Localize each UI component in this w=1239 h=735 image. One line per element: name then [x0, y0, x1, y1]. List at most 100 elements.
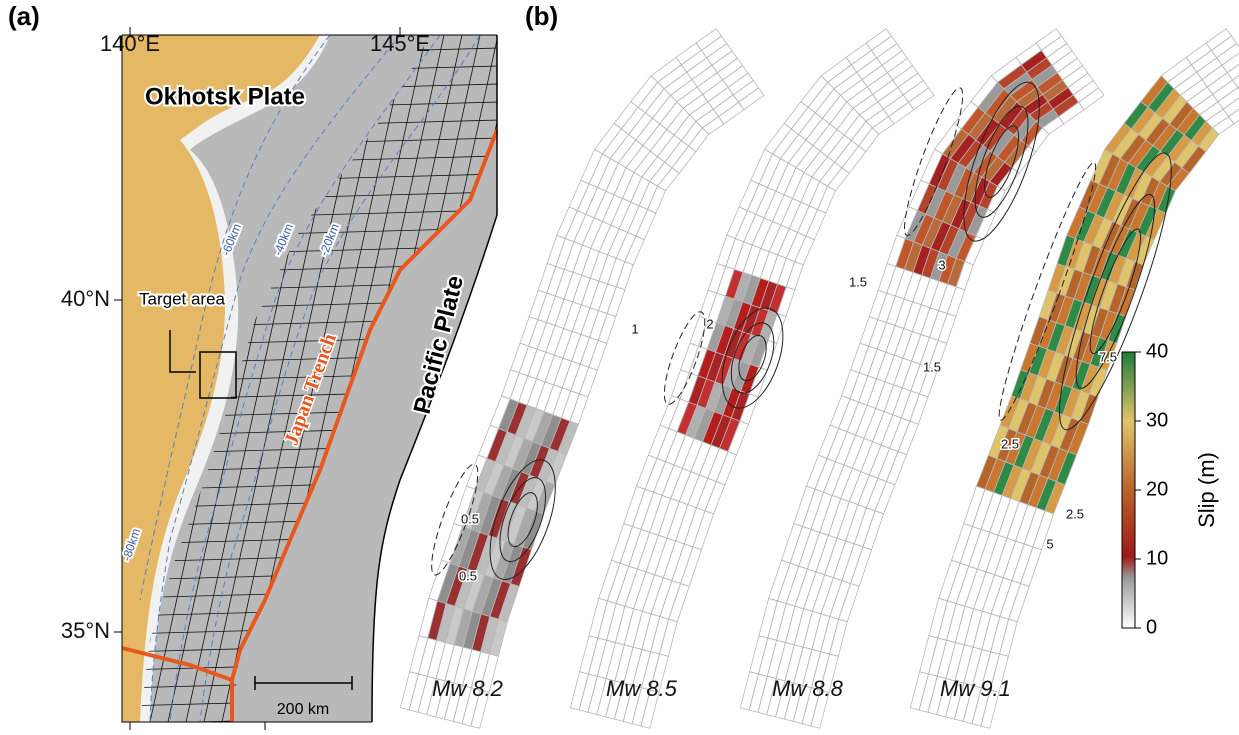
mesh-cell [536, 352, 554, 382]
panel-label: (a) [8, 1, 40, 31]
mesh-cell [793, 172, 812, 202]
mesh-cell [614, 168, 634, 199]
mesh-cell [887, 266, 905, 296]
mesh-cell [767, 640, 785, 678]
contour-label: 0.5 [461, 511, 479, 526]
mesh-cell [1211, 36, 1236, 58]
mesh-cell [902, 361, 920, 391]
scale-label: 200 km [277, 701, 329, 718]
contour-label: 1.5 [923, 359, 941, 374]
mesh-cell [626, 146, 650, 173]
mesh-cell [784, 102, 808, 129]
mesh-cell [837, 108, 860, 135]
mesh-cell [716, 452, 736, 485]
mesh-cell [882, 51, 907, 73]
mesh-cell [538, 293, 556, 322]
mesh-cell [857, 58, 882, 80]
mesh-cell [571, 364, 589, 394]
mesh-cell [823, 95, 847, 124]
mesh-cell [697, 73, 722, 95]
colorbar-ramp [1122, 352, 1135, 628]
mesh-cell [876, 382, 894, 412]
mesh-cell [563, 331, 581, 361]
mesh-cell [651, 57, 681, 82]
mesh-cell [553, 388, 571, 418]
mesh-cell [919, 674, 937, 712]
contour-label: 2.5 [1066, 506, 1084, 521]
mesh-cell [708, 264, 726, 294]
mesh-cell [778, 258, 795, 287]
mesh-cell [676, 43, 701, 65]
contour-label: 2.5 [1001, 436, 1019, 451]
mesh-cell [1191, 50, 1216, 72]
mesh-cell [860, 317, 878, 346]
mesh-cell [929, 598, 947, 638]
colorbar-tick-label: 0 [1146, 616, 1157, 638]
mesh-cell [625, 236, 644, 265]
mesh-cell [858, 475, 878, 508]
mesh-cell [804, 151, 828, 177]
mesh-cell [886, 326, 904, 356]
mesh-cell [1009, 583, 1030, 621]
mesh-cell [728, 73, 753, 95]
mesh-cell [982, 614, 1000, 652]
mesh-cell [877, 43, 902, 65]
mesh-cell [758, 638, 776, 676]
mesh-cell [674, 115, 696, 141]
colorbar-label: Slip (m) [1194, 452, 1219, 528]
mesh-cell [529, 320, 547, 350]
mesh-cell [597, 640, 615, 678]
mesh-cell [572, 334, 590, 364]
mesh-cell [849, 472, 869, 505]
mesh-cell [648, 186, 666, 213]
mesh-cell [910, 394, 928, 424]
mesh-cell [653, 95, 677, 124]
mesh-cell [519, 346, 537, 376]
mesh-cell [599, 284, 617, 314]
mesh-cell [947, 603, 965, 642]
lon-label: 145°E [370, 31, 430, 56]
mesh-cell [921, 278, 939, 308]
mesh-cell [1063, 66, 1088, 88]
mesh-cell [1000, 619, 1018, 656]
mesh-cell [799, 113, 823, 140]
mesh-cell [570, 672, 588, 710]
mesh-cell [616, 262, 633, 290]
mesh-cell [796, 146, 820, 173]
mesh-cell [581, 308, 599, 338]
mesh-cell [769, 255, 786, 284]
mesh-cell [920, 636, 938, 674]
mesh-cell [705, 482, 725, 514]
mesh-cell [788, 140, 813, 168]
mesh-cell [670, 80, 697, 102]
mesh-cell [536, 382, 554, 412]
mesh-cell [834, 72, 862, 95]
mesh-cell [904, 302, 922, 332]
magnitude-label: Mw 8.8 [772, 676, 844, 701]
mesh-cell [667, 108, 690, 135]
target-label: Target area [139, 289, 226, 308]
mesh-cell [544, 385, 562, 415]
mesh-cell [820, 129, 844, 156]
mesh-cell [809, 182, 827, 210]
lat-label: 35°N [61, 618, 110, 643]
colorbar-tick-label: 30 [1146, 409, 1168, 431]
contour-label: 1.5 [849, 274, 867, 289]
mesh-cell [895, 269, 913, 299]
mesh-cell [1068, 73, 1093, 95]
mesh-cell [884, 385, 902, 415]
mesh-cell [903, 331, 921, 361]
mesh-cell [564, 272, 582, 302]
mesh-cell [898, 421, 918, 455]
mesh-cell [616, 232, 636, 261]
mesh-cell [502, 370, 520, 399]
mesh-cell [555, 299, 573, 329]
mesh-cell [827, 135, 851, 162]
mesh-cell [784, 168, 804, 199]
mesh-cell [527, 379, 545, 409]
mesh-cell [878, 293, 896, 322]
mesh-cell [409, 674, 427, 712]
mesh-cell [590, 252, 607, 281]
mesh-cell [947, 287, 965, 317]
